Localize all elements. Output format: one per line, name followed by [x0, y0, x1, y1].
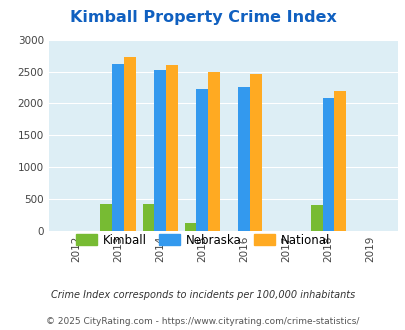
- Bar: [100, 204, 112, 231]
- Bar: [196, 89, 208, 231]
- Bar: [334, 91, 345, 231]
- Bar: [184, 223, 196, 231]
- Bar: [238, 87, 249, 231]
- Bar: [142, 204, 154, 231]
- Legend: Kimball, Nebraska, National: Kimball, Nebraska, National: [71, 229, 334, 251]
- Bar: [322, 98, 334, 231]
- Bar: [208, 72, 220, 231]
- Text: Kimball Property Crime Index: Kimball Property Crime Index: [69, 10, 336, 25]
- Text: Crime Index corresponds to incidents per 100,000 inhabitants: Crime Index corresponds to incidents per…: [51, 290, 354, 300]
- Bar: [112, 64, 124, 231]
- Bar: [154, 70, 166, 231]
- Bar: [166, 65, 177, 231]
- Bar: [310, 206, 322, 231]
- Bar: [124, 57, 135, 231]
- Bar: [249, 74, 261, 231]
- Text: © 2025 CityRating.com - https://www.cityrating.com/crime-statistics/: © 2025 CityRating.com - https://www.city…: [46, 317, 359, 326]
